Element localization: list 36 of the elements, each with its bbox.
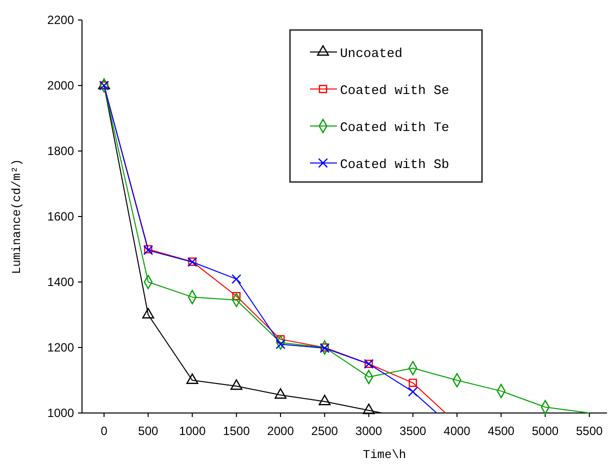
x-axis-title: Time\h [362, 448, 406, 462]
point [186, 373, 198, 384]
x-tick-label: 2000 [267, 424, 294, 438]
point [232, 274, 242, 284]
x-tick-label: 5000 [532, 424, 559, 438]
y-tick-label: 1600 [47, 210, 74, 224]
point [274, 388, 286, 399]
y-tick-label: 2200 [47, 13, 74, 27]
point [276, 339, 286, 350]
y-tick-label: 2000 [47, 78, 74, 92]
y-tick-label: 1400 [47, 275, 74, 289]
x-tick-label: 4500 [488, 424, 515, 438]
x-tick-label: 5500 [576, 424, 604, 438]
point [362, 404, 375, 414]
x-tick-label: 4000 [444, 424, 471, 438]
x-tick-label: 1000 [178, 424, 206, 438]
x-tick-label: 2500 [311, 424, 338, 438]
x-tick-label: 1500 [223, 424, 250, 438]
legend-label: Coated with Se [340, 83, 450, 98]
point [232, 292, 241, 300]
point [142, 308, 154, 318]
y-tick-label: 1800 [47, 144, 74, 158]
x-tick-label: 0 [100, 424, 108, 438]
y-tick-label: 1200 [47, 340, 74, 354]
legend-label: Uncoated [340, 46, 402, 61]
y-axis-title: Luminance(cd/m²) [10, 158, 24, 274]
x-tick-label: 500 [138, 424, 159, 438]
point [408, 378, 418, 388]
point [318, 394, 331, 406]
y-tick-label: 1000 [47, 406, 74, 420]
point [408, 386, 418, 397]
legend-label: Coated with Sb [340, 157, 450, 172]
x-tick-label: 3000 [355, 424, 382, 438]
x-tick-label: 3500 [400, 424, 427, 438]
point [230, 379, 242, 390]
legend-label: Coated with Te [340, 120, 450, 135]
